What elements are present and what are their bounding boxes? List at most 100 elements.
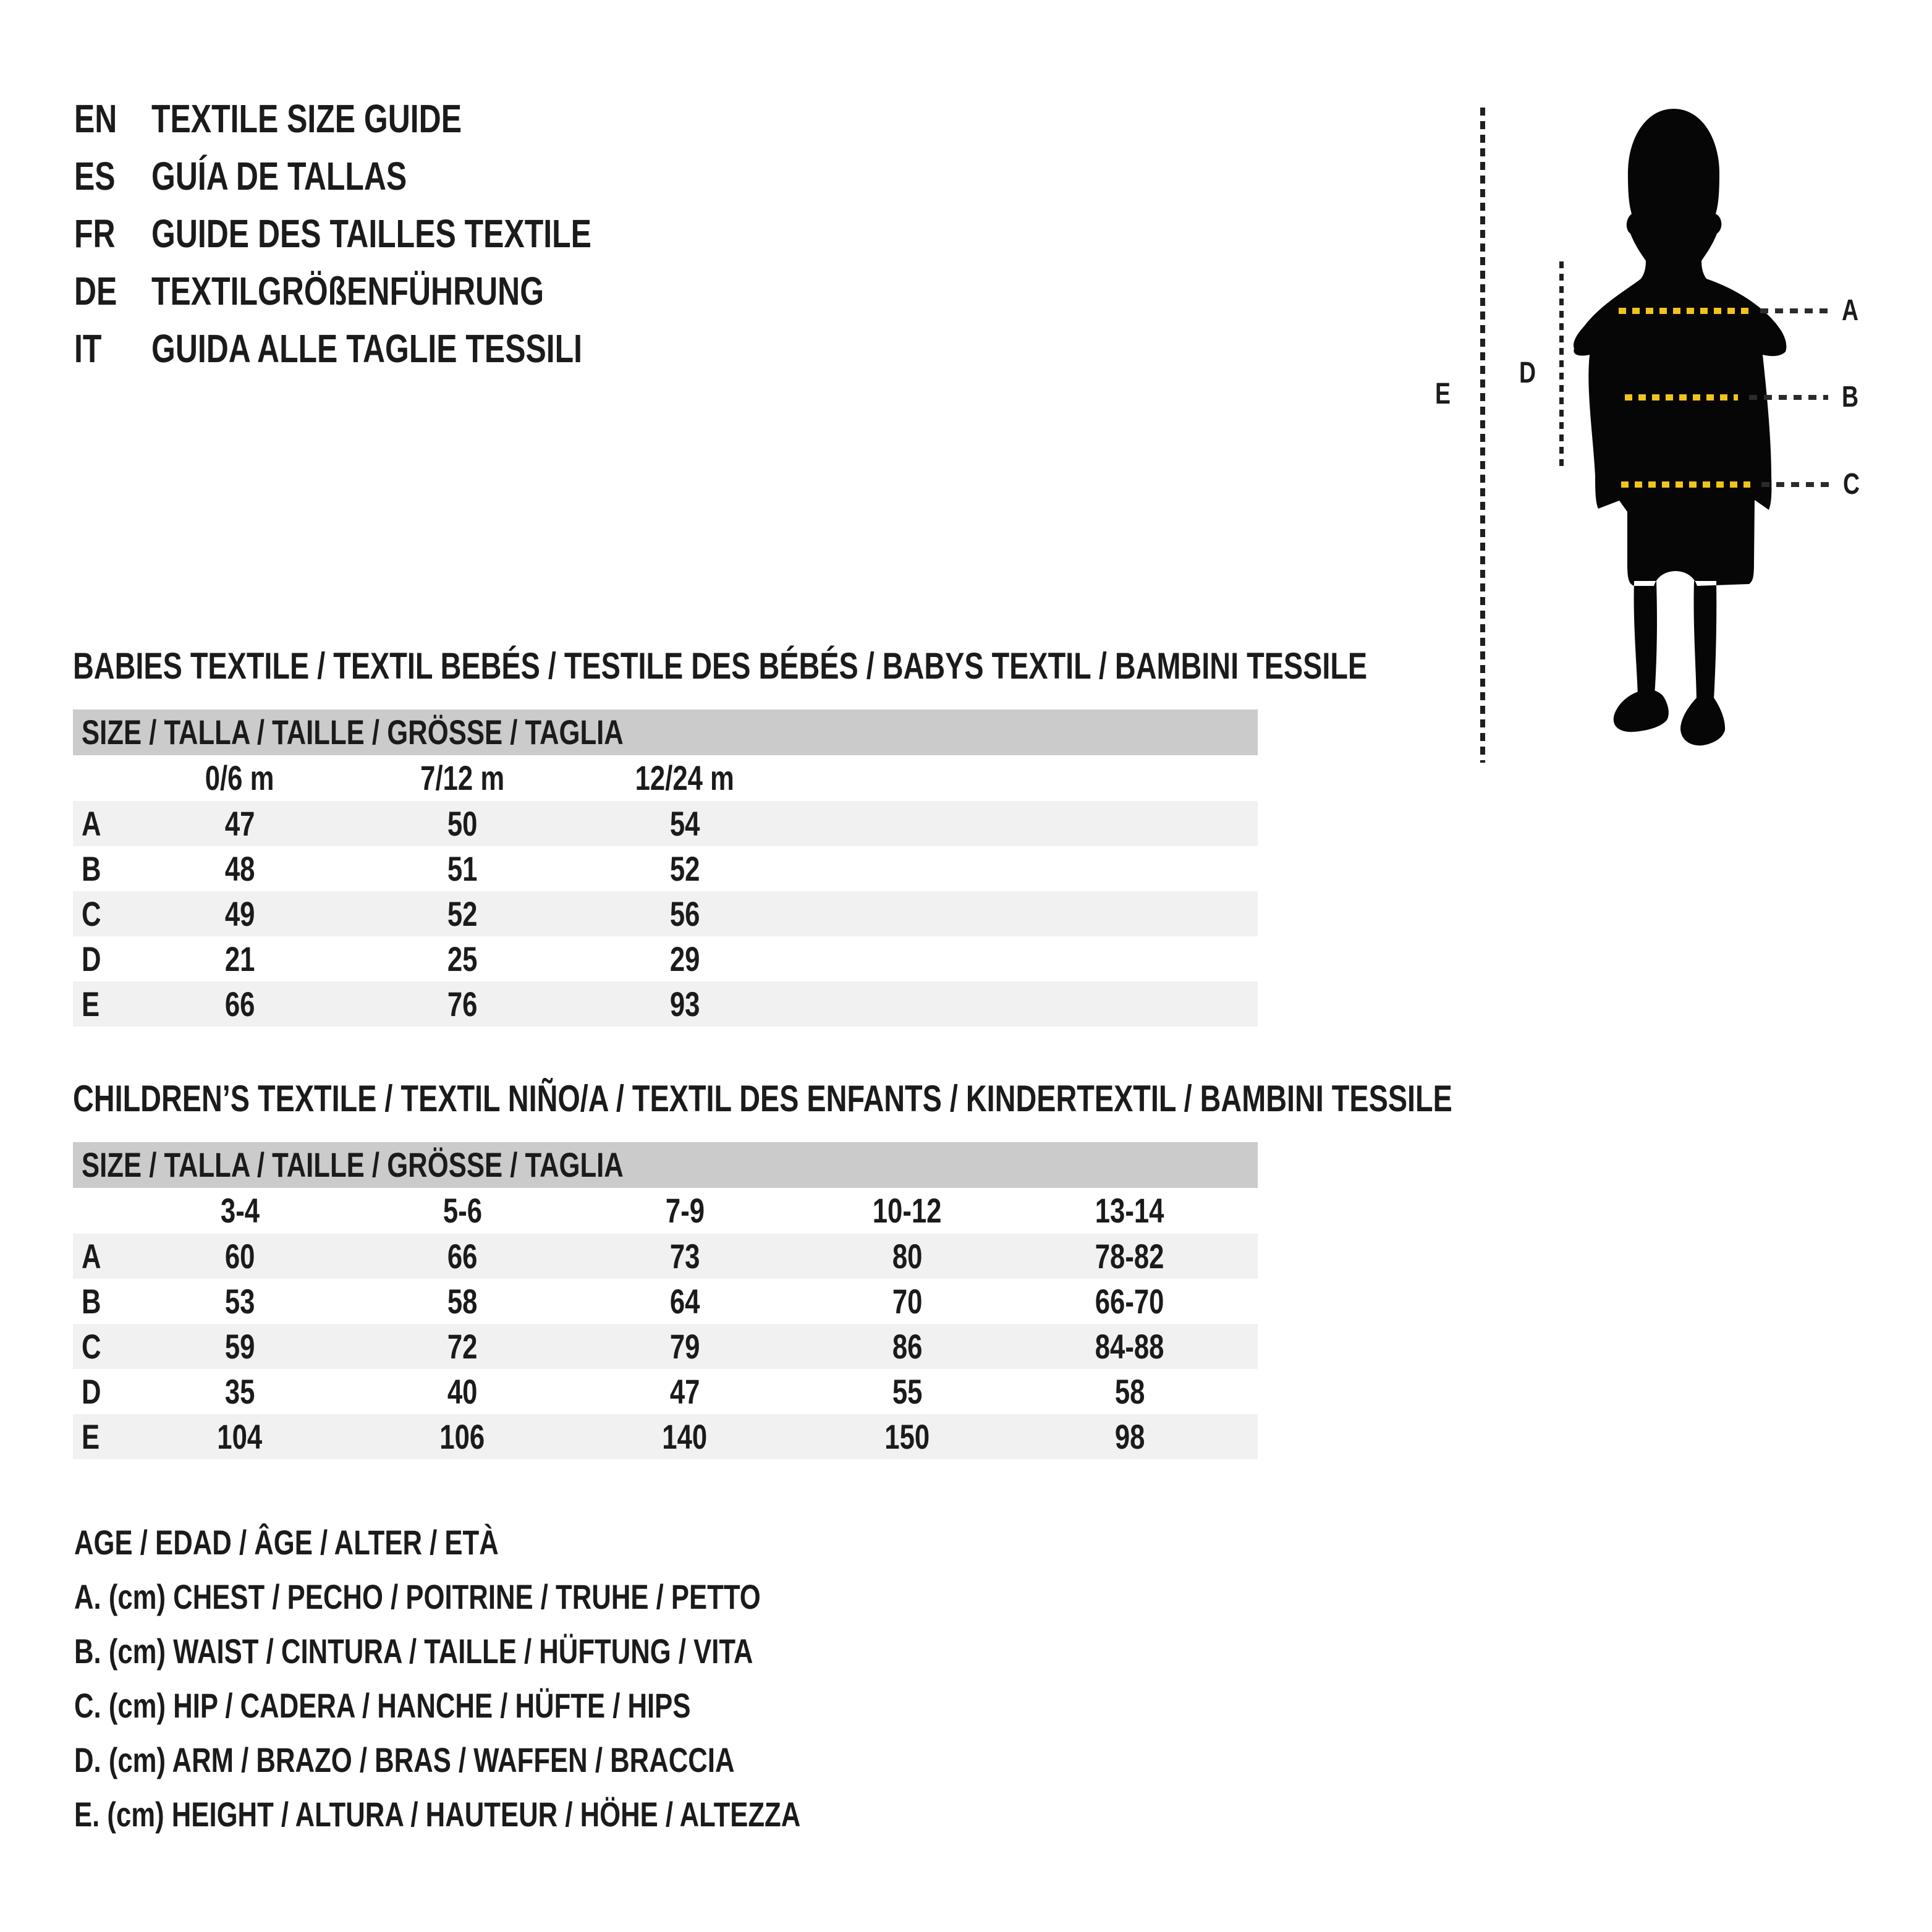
size-value: 54 xyxy=(669,804,700,843)
row-letter: B xyxy=(82,1282,101,1321)
column-header-row: 3-4 5-6 7-9 10-12 13-14 xyxy=(73,1188,1258,1234)
size-value: 80 xyxy=(892,1237,923,1276)
chest-measure-line-A xyxy=(1619,308,1749,314)
row-letter: C xyxy=(82,1327,101,1366)
legend-line-waist: B. (cm) WAIST / CINTURA / TAILLE / HÜFTU… xyxy=(74,1632,753,1671)
measure-label-B: B xyxy=(1842,381,1859,413)
size-value: 93 xyxy=(669,985,700,1023)
language-code: ES xyxy=(74,154,116,198)
row-letter: D xyxy=(82,1372,101,1411)
column-header: 10-12 xyxy=(873,1191,942,1230)
row-letter: C xyxy=(82,894,101,933)
size-value: 106 xyxy=(439,1417,485,1456)
column-header: 12/24 m xyxy=(635,758,735,797)
arm-measure-line-D xyxy=(1559,261,1564,472)
size-value: 49 xyxy=(224,894,255,933)
size-value: 55 xyxy=(892,1372,923,1411)
language-code: IT xyxy=(74,326,102,371)
size-value: 50 xyxy=(447,804,478,843)
empty-corner-cell xyxy=(73,1188,129,1234)
size-value: 51 xyxy=(447,849,478,888)
empty-corner-cell xyxy=(73,755,129,801)
size-value: 76 xyxy=(447,985,478,1023)
height-measure-line-E xyxy=(1480,108,1485,763)
table-row-D: D 35 40 47 55 58 xyxy=(73,1369,1258,1414)
child-silhouette xyxy=(1574,109,1787,746)
table-row-E: E 104 106 140 150 98 xyxy=(73,1414,1258,1459)
measure-label-C: C xyxy=(1843,468,1860,501)
hip-measure-line-C xyxy=(1621,481,1750,488)
size-value: 64 xyxy=(669,1282,700,1321)
guide-title: GUIDA ALLE TAGLIE TESSILI xyxy=(151,326,583,371)
column-header-row: 0/6 m 7/12 m 12/24 m xyxy=(73,755,1258,801)
size-header-bar: SIZE / TALLA / TAILLE / GRÖSSE / TAGLIA xyxy=(73,1142,1258,1188)
measure-label-A: A xyxy=(1842,294,1859,327)
size-value: 98 xyxy=(1114,1417,1145,1456)
column-header: 13-14 xyxy=(1095,1191,1164,1230)
measure-label-E: E xyxy=(1435,378,1451,410)
measure-label-D: D xyxy=(1519,357,1536,389)
size-value: 66-70 xyxy=(1095,1282,1164,1321)
size-value: 53 xyxy=(224,1282,255,1321)
column-header: 5-6 xyxy=(443,1191,482,1230)
table-row-D: D 21 25 29 xyxy=(73,936,1258,981)
legend-line-arm: D. (cm) ARM / BRAZO / BRAS / WAFFEN / BR… xyxy=(74,1740,735,1779)
size-value: 40 xyxy=(447,1372,478,1411)
size-value: 21 xyxy=(224,939,255,978)
language-code: EN xyxy=(74,96,117,141)
size-value: 73 xyxy=(669,1237,700,1276)
row-letter: A xyxy=(82,1237,101,1276)
size-value: 52 xyxy=(669,849,700,888)
guide-title: TEXTILE SIZE GUIDE xyxy=(151,96,462,141)
table-row-A: A 60 66 73 80 78-82 xyxy=(73,1234,1258,1279)
size-value: 150 xyxy=(884,1417,930,1456)
column-header: 7-9 xyxy=(665,1191,705,1230)
guide-title: TEXTILGRÖßENFÜHRUNG xyxy=(151,269,544,313)
row-letter: E xyxy=(82,985,100,1023)
legend-line-height: E. (cm) HEIGHT / ALTURA / HAUTEUR / HÖHE… xyxy=(74,1795,801,1834)
size-value: 66 xyxy=(224,985,255,1023)
legend-line-chest: A. (cm) CHEST / PECHO / POITRINE / TRUHE… xyxy=(74,1577,761,1616)
size-value: 52 xyxy=(447,894,478,933)
size-value: 25 xyxy=(447,939,478,978)
size-value: 78-82 xyxy=(1095,1237,1164,1276)
legend-line-age: AGE / EDAD / ÂGE / ALTER / ETÀ xyxy=(74,1523,499,1562)
guide-title: GUÍA DE TALLAS xyxy=(151,154,407,198)
size-value: 72 xyxy=(447,1327,478,1366)
children-section-title: CHILDREN’S TEXTILE / TEXTIL NIÑO/A / TEX… xyxy=(73,1078,1452,1119)
table-row-A: A 47 50 54 xyxy=(73,801,1258,846)
size-value: 58 xyxy=(447,1282,478,1321)
table-row-B: B 53 58 64 70 66-70 xyxy=(73,1279,1258,1324)
size-value: 47 xyxy=(669,1372,700,1411)
column-header: 0/6 m xyxy=(205,758,274,797)
row-letter: D xyxy=(82,939,101,978)
size-header-bar: SIZE / TALLA / TAILLE / GRÖSSE / TAGLIA xyxy=(73,710,1258,755)
size-value: 56 xyxy=(669,894,700,933)
size-value: 58 xyxy=(1114,1372,1145,1411)
size-value: 70 xyxy=(892,1282,923,1321)
column-header: 3-4 xyxy=(220,1191,260,1230)
waist-leader-line-B xyxy=(1749,395,1828,400)
size-value: 104 xyxy=(217,1417,263,1456)
chest-leader-line-A xyxy=(1760,308,1828,313)
babies-section-title: BABIES TEXTILE / TEXTIL BEBÉS / TESTILE … xyxy=(73,645,1368,687)
size-value: 140 xyxy=(662,1417,708,1456)
column-header: 7/12 m xyxy=(420,758,504,797)
table-row-B: B 48 51 52 xyxy=(73,846,1258,891)
size-value: 79 xyxy=(669,1327,700,1366)
language-code: DE xyxy=(74,269,117,313)
table-row-C: C 49 52 56 xyxy=(73,891,1258,936)
hip-leader-line-C xyxy=(1761,482,1829,487)
legend-line-hip: C. (cm) HIP / CADERA / HANCHE / HÜFTE / … xyxy=(74,1686,691,1725)
row-letter: A xyxy=(82,804,101,843)
guide-title: GUIDE DES TAILLES TEXTILE xyxy=(151,211,591,256)
table-row-E: E 66 76 93 xyxy=(73,981,1258,1027)
size-value: 66 xyxy=(447,1237,478,1276)
size-value: 84-88 xyxy=(1095,1327,1164,1366)
size-value: 59 xyxy=(224,1327,255,1366)
size-value: 47 xyxy=(224,804,255,843)
row-letter: E xyxy=(82,1417,100,1456)
size-value: 29 xyxy=(669,939,700,978)
size-value: 35 xyxy=(224,1372,255,1411)
